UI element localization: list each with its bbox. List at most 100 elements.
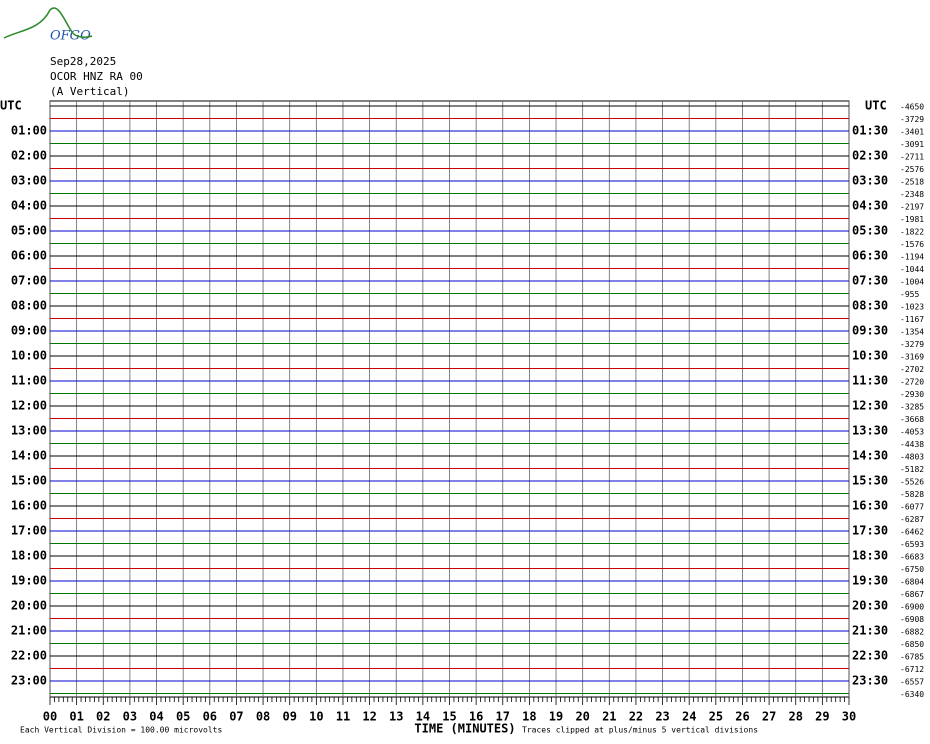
right-time-label: 10:30 (852, 349, 888, 363)
left-time-label: 23:00 (11, 674, 47, 688)
x-tick-label: 26 (735, 710, 749, 724)
trace-offset: -6287 (900, 515, 924, 524)
right-time-label: 01:30 (852, 124, 888, 138)
x-tick-label: 21 (602, 710, 616, 724)
trace-offset: -4803 (900, 453, 924, 462)
left-time-label: 03:00 (11, 174, 47, 188)
x-tick-label: 25 (709, 710, 723, 724)
left-time-label: 19:00 (11, 574, 47, 588)
trace-offset: -6077 (900, 503, 924, 512)
scale-note: Each Vertical Division = 100.00 microvol… (20, 726, 222, 735)
right-time-label: 16:30 (852, 499, 888, 513)
trace-offset: -2348 (900, 190, 924, 199)
trace-offset: -2518 (900, 178, 924, 187)
trace-offset: -4650 (900, 103, 924, 112)
trace-offset: -2197 (900, 203, 924, 212)
logo-swoosh (3, 7, 93, 39)
x-tick-label: 08 (256, 710, 270, 724)
right-time-label: 20:30 (852, 599, 888, 613)
x-tick-label: 22 (629, 710, 643, 724)
left-time-label: 20:00 (11, 599, 47, 613)
trace-offset: -1194 (900, 253, 924, 262)
trace-offset: -4438 (900, 440, 924, 449)
trace-offset: -2720 (900, 378, 924, 387)
right-time-label: 08:30 (852, 299, 888, 313)
trace-offset: -1981 (900, 215, 924, 224)
left-unit: UTC (0, 99, 22, 113)
trace-offset: -6908 (900, 615, 924, 624)
clip-note: Traces clipped at plus/minus 5 vertical … (522, 726, 758, 735)
trace-offset: -1576 (900, 240, 924, 249)
trace-offset: -4053 (900, 428, 924, 437)
trace-offset: -3169 (900, 353, 924, 362)
left-time-label: 16:00 (11, 499, 47, 513)
trace-offset: -5182 (900, 465, 924, 474)
logo: OFGO (50, 29, 91, 44)
trace-offset: -6712 (900, 665, 924, 674)
component: (A Vertical) (50, 85, 129, 98)
x-tick-label: 12 (362, 710, 376, 724)
trace-offset: -1044 (900, 265, 924, 274)
right-time-label: 09:30 (852, 324, 888, 338)
trace-offset: -3091 (900, 140, 924, 149)
trace-offset: -5526 (900, 478, 924, 487)
left-time-label: 01:00 (11, 124, 47, 138)
x-tick-label: 28 (789, 710, 803, 724)
x-tick-label: 20 (575, 710, 589, 724)
trace-offset: -6557 (900, 678, 924, 687)
left-time-label: 15:00 (11, 474, 47, 488)
left-time-label: 22:00 (11, 649, 47, 663)
trace-offset: -955 (900, 290, 919, 299)
right-time-label: 17:30 (852, 524, 888, 538)
right-time-label: 02:30 (852, 149, 888, 163)
trace-offset: -6785 (900, 653, 924, 662)
left-time-label: 07:00 (11, 274, 47, 288)
left-time-label: 11:00 (11, 374, 47, 388)
date: Sep28,2025 (50, 55, 116, 68)
left-time-label: 21:00 (11, 624, 47, 638)
trace-offset: -1023 (900, 303, 924, 312)
trace-offset: -2930 (900, 390, 924, 399)
right-unit: UTC (865, 99, 887, 113)
right-time-label: 15:30 (852, 474, 888, 488)
left-time-label: 04:00 (11, 199, 47, 213)
trace-offset: -1167 (900, 315, 924, 324)
trace-offset: -6593 (900, 540, 924, 549)
left-time-label: 02:00 (11, 149, 47, 163)
right-time-label: 11:30 (852, 374, 888, 388)
trace-offset: -6900 (900, 603, 924, 612)
trace-offset: -6867 (900, 590, 924, 599)
trace-offset: -3285 (900, 403, 924, 412)
right-time-label: 12:30 (852, 399, 888, 413)
left-time-label: 10:00 (11, 349, 47, 363)
trace-offset: -3729 (900, 115, 924, 124)
trace-offset: -6340 (900, 690, 924, 699)
left-time-label: 12:00 (11, 399, 47, 413)
right-time-label: 21:30 (852, 624, 888, 638)
trace-offset: -3401 (900, 128, 924, 137)
right-time-label: 18:30 (852, 549, 888, 563)
x-tick-label: 30 (842, 710, 856, 724)
x-tick-label: 18 (522, 710, 536, 724)
left-time-label: 05:00 (11, 224, 47, 238)
right-time-label: 07:30 (852, 274, 888, 288)
x-axis-title: TIME (MINUTES) (414, 722, 515, 736)
trace-offset: -3668 (900, 415, 924, 424)
x-tick-label: 10 (309, 710, 323, 724)
right-time-label: 06:30 (852, 249, 888, 263)
left-time-label: 17:00 (11, 524, 47, 538)
x-tick-label: 09 (282, 710, 296, 724)
x-tick-label: 07 (229, 710, 243, 724)
left-time-label: 14:00 (11, 449, 47, 463)
x-tick-label: 24 (682, 710, 696, 724)
left-time-label: 08:00 (11, 299, 47, 313)
x-tick-label: 06 (203, 710, 217, 724)
trace-offset: -5828 (900, 490, 924, 499)
right-time-label: 19:30 (852, 574, 888, 588)
right-time-label: 14:30 (852, 449, 888, 463)
trace-offset: -2711 (900, 153, 924, 162)
right-time-label: 03:30 (852, 174, 888, 188)
right-time-label: 05:30 (852, 224, 888, 238)
